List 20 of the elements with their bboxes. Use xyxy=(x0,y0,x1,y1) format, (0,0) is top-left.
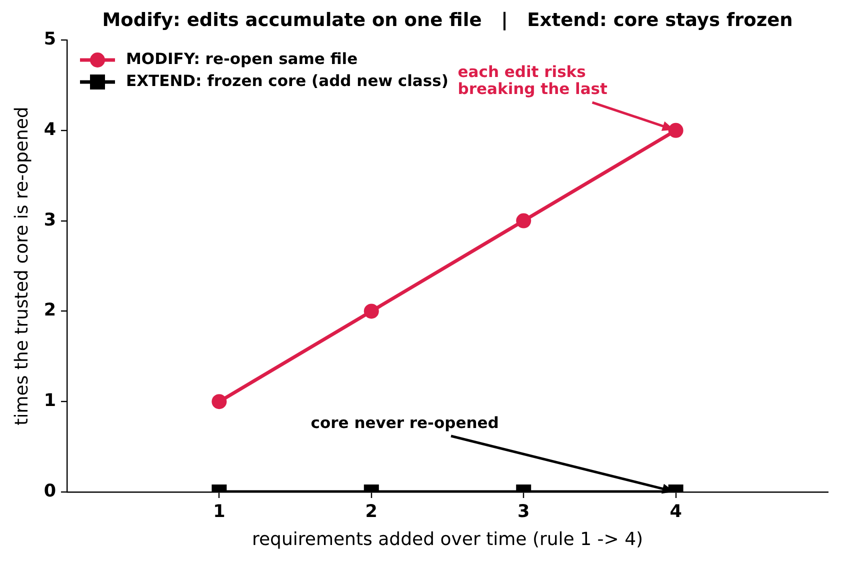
y-tick-label: 2 xyxy=(44,300,56,321)
y-tick-label: 1 xyxy=(44,391,56,412)
x-tick-label: 2 xyxy=(365,502,378,522)
y-axis-title: times the trusted core is re-opened xyxy=(11,106,32,426)
chart-title: Modify: edits accumulate on one file | Extend: core stays frozen xyxy=(102,10,793,31)
y-tick-label: 5 xyxy=(44,30,56,50)
x-axis-title: requirements added over time (rule 1 -> 4) xyxy=(252,528,644,550)
point xyxy=(364,304,379,319)
annotation: each edit risks breaking the last xyxy=(458,63,608,98)
y-tick-label: 4 xyxy=(44,120,56,140)
x-tick-label: 1 xyxy=(213,502,226,522)
legend-label: MODIFY: re-open same file xyxy=(126,50,358,68)
y-tick-label: 3 xyxy=(44,210,56,230)
x-tick-label: 4 xyxy=(670,502,682,522)
annotation: core never re-opened xyxy=(310,414,499,432)
point xyxy=(668,122,684,138)
legend-label: EXTEND: frozen core (add new class) xyxy=(126,72,448,90)
point xyxy=(516,213,532,228)
y-tick-label: 0 xyxy=(44,482,56,502)
x-tick-label: 3 xyxy=(518,502,530,522)
